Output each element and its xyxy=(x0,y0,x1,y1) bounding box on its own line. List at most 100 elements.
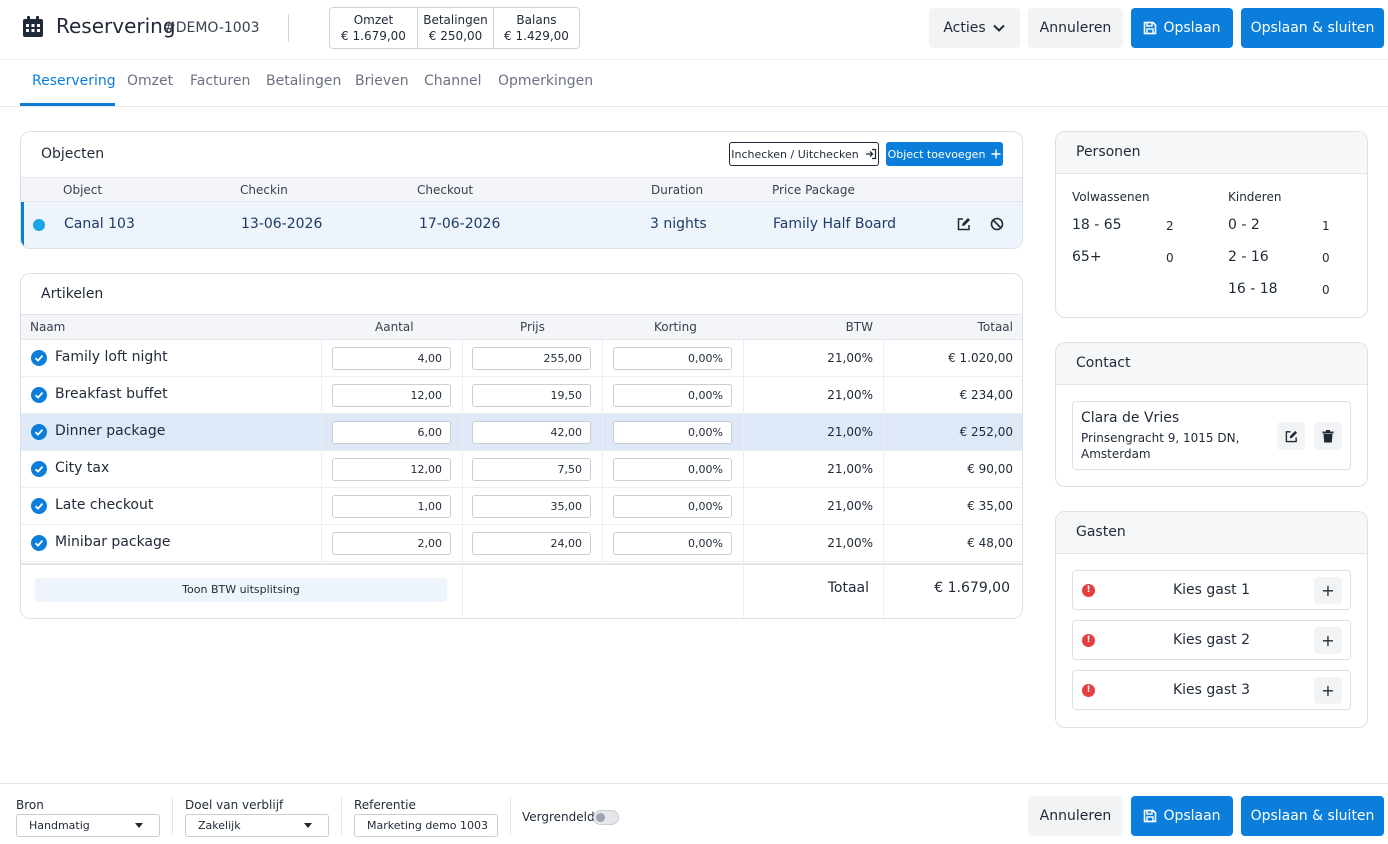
object-row[interactable]: Canal 103 13-06-2026 17-06-2026 3 nights… xyxy=(21,202,1022,248)
col-price-package: Price Package xyxy=(772,183,855,197)
divider xyxy=(743,525,744,562)
child-count[interactable]: 0 xyxy=(1322,283,1330,297)
save-icon xyxy=(1144,809,1157,823)
tab-opmerkingen[interactable]: Opmerkingen xyxy=(498,73,594,89)
edit-contact-button[interactable] xyxy=(1277,422,1305,450)
discount-input[interactable]: 0,00% xyxy=(613,347,732,370)
col-korting: Korting xyxy=(654,320,697,334)
discount-input[interactable]: 0,00% xyxy=(613,532,732,555)
header-bar: Reservering #DEMO-1003 Omzet € 1.679,00 … xyxy=(0,0,1388,60)
calendar-icon xyxy=(23,16,43,37)
footer-save-button[interactable]: Opslaan xyxy=(1131,796,1233,836)
add-object-button[interactable]: Object toevoegen xyxy=(886,142,1003,166)
tab-omzet[interactable]: Omzet xyxy=(127,73,174,89)
check-circle-icon[interactable] xyxy=(31,498,47,514)
adult-count[interactable]: 0 xyxy=(1166,251,1174,265)
table-row[interactable]: City tax 12,00 7,50 0,00% 21,00% € 90,00 xyxy=(21,451,1022,488)
price-input[interactable]: 255,00 xyxy=(472,347,591,370)
save-button[interactable]: Opslaan xyxy=(1131,8,1233,48)
locked-toggle[interactable] xyxy=(593,810,619,825)
guest-slot[interactable]: ! Kies gast 1 + xyxy=(1072,570,1351,610)
divider xyxy=(602,525,603,562)
table-row[interactable]: Breakfast buffet 12,00 19,50 0,00% 21,00% € 2… xyxy=(21,377,1022,414)
guest-slot[interactable]: ! Kies gast 3 + xyxy=(1072,670,1351,710)
quantity-input[interactable]: 6,00 xyxy=(332,421,451,444)
divider xyxy=(743,488,744,525)
tab-brieven[interactable]: Brieven xyxy=(355,73,409,89)
col-duration: Duration xyxy=(651,183,704,197)
add-guest-button[interactable]: + xyxy=(1314,627,1342,654)
divider xyxy=(321,414,322,451)
check-circle-icon[interactable] xyxy=(31,461,47,477)
quantity-input[interactable]: 4,00 xyxy=(332,347,451,370)
discount-input[interactable]: 0,00% xyxy=(613,384,732,407)
check-circle-icon[interactable] xyxy=(31,535,47,551)
footer-cancel-button[interactable]: Annuleren xyxy=(1028,796,1123,836)
divider xyxy=(321,377,322,414)
persons-card: Personen Volwassenen Kinderen 18 - 65 2 … xyxy=(1055,131,1368,318)
table-row[interactable]: Late checkout 1,00 35,00 0,00% 21,00% € 35,00 xyxy=(21,488,1022,525)
purpose-select[interactable]: Zakelijk xyxy=(185,814,329,837)
reference-input[interactable]: Marketing demo 1003 xyxy=(354,814,498,837)
add-guest-button[interactable]: + xyxy=(1314,677,1342,704)
tab-facturen[interactable]: Facturen xyxy=(190,73,251,89)
check-circle-icon[interactable] xyxy=(31,387,47,403)
contact-entry: Clara de Vries Prinsengracht 9, 1015 DN,… xyxy=(1072,401,1351,470)
guests-card: Gasten ! Kies gast 1 + ! Kies gast 2 + !… xyxy=(1055,511,1368,728)
footer-save-close-button[interactable]: Opslaan & sluiten xyxy=(1241,796,1384,836)
save-close-button[interactable]: Opslaan & sluiten xyxy=(1241,8,1384,48)
quantity-input[interactable]: 12,00 xyxy=(332,384,451,407)
price-input[interactable]: 24,00 xyxy=(472,532,591,555)
row-total: € 1.020,00 xyxy=(948,351,1013,365)
divider xyxy=(462,488,463,525)
guest-slot[interactable]: ! Kies gast 2 + xyxy=(1072,620,1351,660)
divider xyxy=(462,451,463,488)
add-guest-button[interactable]: + xyxy=(1314,577,1342,604)
cancel-button[interactable]: Annuleren xyxy=(1028,8,1123,48)
actions-dropdown-button[interactable]: Acties xyxy=(929,8,1020,48)
tab-bar: Reservering Omzet Facturen Betalingen Br… xyxy=(0,60,1388,107)
tab-betalingen[interactable]: Betalingen xyxy=(266,73,342,89)
price-input[interactable]: 35,00 xyxy=(472,495,591,518)
contact-name: Clara de Vries xyxy=(1081,410,1180,426)
tab-reservering[interactable]: Reservering xyxy=(32,73,116,89)
discount-input[interactable]: 0,00% xyxy=(613,458,732,481)
adult-count[interactable]: 2 xyxy=(1166,219,1174,233)
footer-bar: Bron Handmatig Doel van verblijf Zakelij… xyxy=(0,783,1388,844)
article-name: Breakfast buffet xyxy=(55,386,168,402)
table-row[interactable]: Dinner package 6,00 42,00 0,00% 21,00% € 252,… xyxy=(21,414,1022,451)
quantity-input[interactable]: 1,00 xyxy=(332,495,451,518)
child-count[interactable]: 0 xyxy=(1322,251,1330,265)
check-circle-icon[interactable] xyxy=(31,350,47,366)
divider xyxy=(341,797,342,835)
show-btw-breakdown-button[interactable]: Toon BTW uitsplitsing xyxy=(35,578,447,602)
warning-icon: ! xyxy=(1082,684,1095,697)
locked-label: Vergrendeld xyxy=(522,810,595,824)
col-prijs: Prijs xyxy=(520,320,545,334)
price-input[interactable]: 42,00 xyxy=(472,421,591,444)
objects-title: Objecten xyxy=(41,146,105,162)
cancel-object-icon[interactable] xyxy=(990,217,1004,231)
check-circle-icon[interactable] xyxy=(31,424,47,440)
row-total: € 90,00 xyxy=(967,462,1013,476)
edit-icon[interactable] xyxy=(957,217,971,231)
checkin-checkout-button[interactable]: Inchecken / Uitchecken xyxy=(729,142,879,166)
divider xyxy=(462,377,463,414)
table-row[interactable]: Family loft night 4,00 255,00 0,00% 21,00% € … xyxy=(21,340,1022,377)
price-input[interactable]: 7,50 xyxy=(472,458,591,481)
child-count[interactable]: 1 xyxy=(1322,219,1330,233)
divider xyxy=(602,488,603,525)
source-select[interactable]: Handmatig xyxy=(16,814,160,837)
adult-range: 65+ xyxy=(1072,249,1102,265)
chevron-down-icon xyxy=(992,24,1005,32)
discount-input[interactable]: 0,00% xyxy=(613,495,732,518)
delete-contact-button[interactable] xyxy=(1314,422,1342,450)
discount-input[interactable]: 0,00% xyxy=(613,421,732,444)
reference-label: Referentie xyxy=(354,798,416,812)
table-row[interactable]: Minibar package 2,00 24,00 0,00% 21,00% € 48,… xyxy=(21,525,1022,562)
child-range: 2 - 16 xyxy=(1228,249,1269,265)
tab-channel[interactable]: Channel xyxy=(424,73,482,89)
quantity-input[interactable]: 2,00 xyxy=(332,532,451,555)
price-input[interactable]: 19,50 xyxy=(472,384,591,407)
quantity-input[interactable]: 12,00 xyxy=(332,458,451,481)
